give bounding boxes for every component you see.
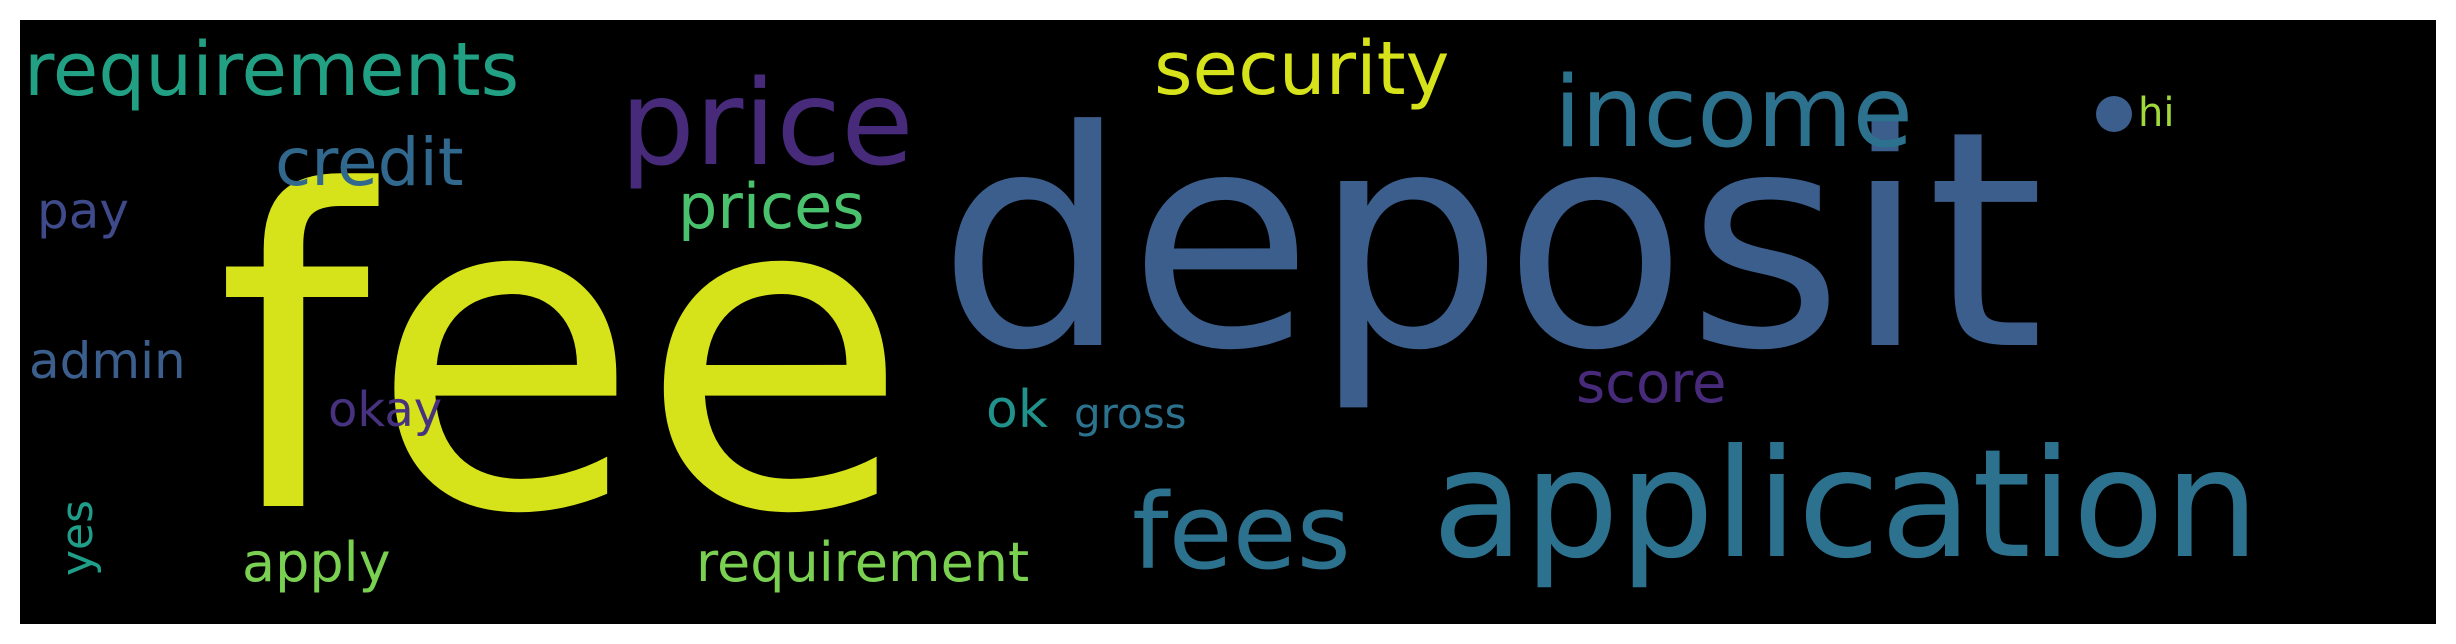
word-okay: okay	[328, 382, 443, 438]
word-requirements: requirements	[24, 27, 520, 113]
word-credit: credit	[275, 124, 464, 201]
word-pay: pay	[37, 182, 129, 240]
word-apply: apply	[242, 531, 391, 594]
word-fee: fee	[216, 100, 910, 610]
word-fees: fees	[1132, 471, 1351, 593]
word-income: income	[1554, 56, 1913, 170]
word-gross: gross	[1074, 389, 1187, 438]
word-security: security	[1154, 26, 1450, 112]
dot-mark	[2096, 96, 2132, 132]
word-requirement: requirement	[696, 531, 1030, 594]
word-cloud-canvas: deposit fee application price income sec…	[20, 20, 2436, 624]
word-yes: yes	[52, 499, 103, 576]
word-hi: hi	[2138, 90, 2175, 136]
word-prices: prices	[678, 170, 865, 243]
word-price: price	[620, 54, 914, 192]
word-admin: admin	[29, 332, 186, 390]
word-score: score	[1576, 351, 1727, 416]
word-ok: ok	[986, 380, 1048, 440]
word-application: application	[1432, 418, 2260, 592]
word-deposit: deposit	[938, 67, 2045, 416]
